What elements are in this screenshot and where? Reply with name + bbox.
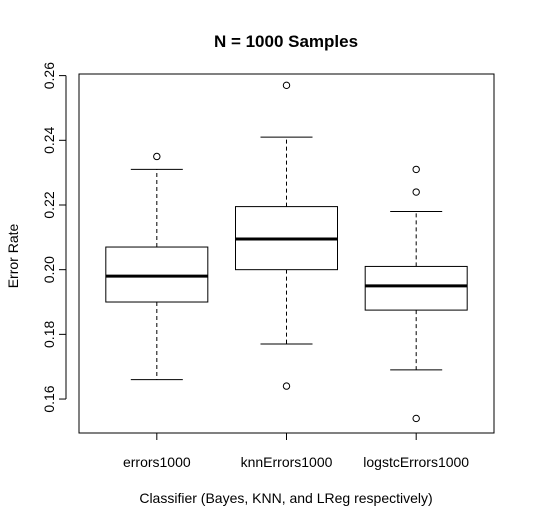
outlier-point [412, 188, 420, 196]
outlier-point [282, 382, 291, 390]
chart-title: N = 1000 Samples [214, 32, 358, 51]
box-logstcErrors1000 [364, 165, 468, 423]
outlier-point [282, 81, 291, 90]
box-errors1000 [105, 152, 209, 381]
outlier-point [412, 165, 420, 174]
x-tick-label: errors1000 [123, 454, 191, 470]
y-axis: 0.16 0.18 0.20 0.22 0.24 0.26 [41, 62, 67, 413]
y-tick-label: 0.22 [41, 191, 57, 218]
iqr-box [105, 246, 209, 303]
x-tick-label: logstcErrors1000 [363, 454, 469, 470]
box-knnErrors1000 [235, 81, 338, 390]
iqr-box [364, 265, 468, 311]
y-tick-label: 0.24 [41, 126, 57, 153]
x-axis-label: Classifier (Bayes, KNN, and LReg respect… [139, 490, 432, 506]
x-axis: errors1000 knnErrors1000 logstcErrors1000 [123, 432, 469, 470]
y-tick-label: 0.20 [41, 256, 57, 283]
y-tick-label: 0.18 [41, 321, 57, 348]
outlier-point [153, 152, 161, 161]
outlier-point [412, 414, 420, 423]
boxes-group [105, 81, 468, 423]
x-tick-label: knnErrors1000 [241, 454, 333, 470]
y-tick-label: 0.16 [41, 385, 57, 412]
y-tick-label: 0.26 [41, 62, 57, 89]
y-axis-label: Error Rate [5, 224, 21, 289]
